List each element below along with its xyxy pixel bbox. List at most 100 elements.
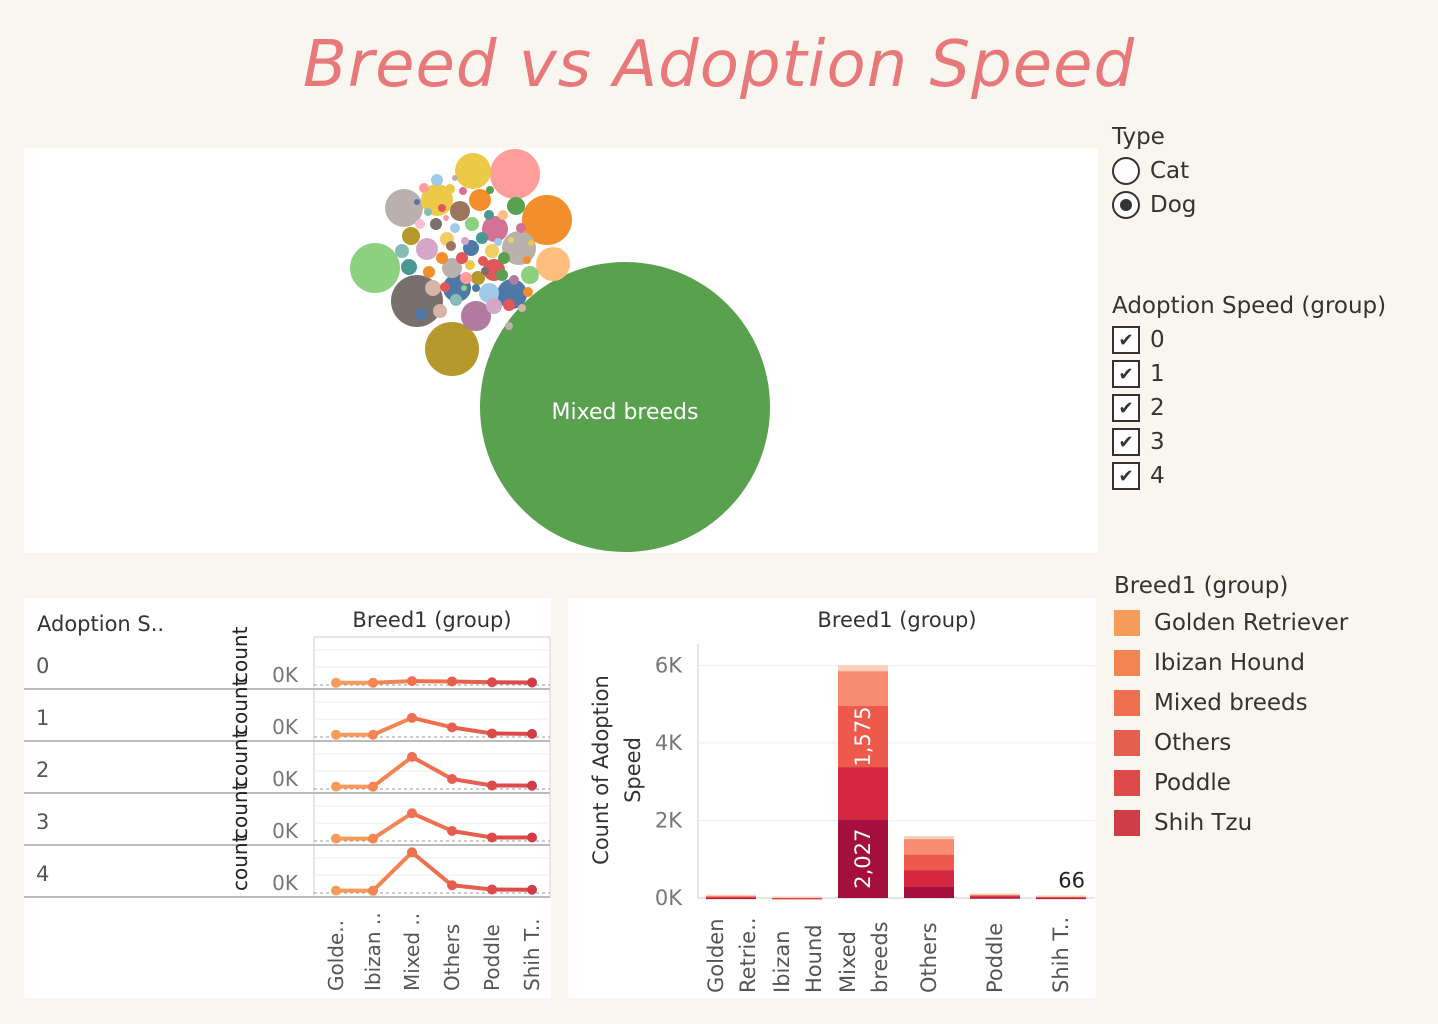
bubble[interactable]: [484, 210, 494, 220]
bubble[interactable]: [385, 189, 423, 227]
line-point: [447, 773, 457, 784]
bubble[interactable]: [436, 252, 448, 264]
speed-option-3[interactable]: ✔ 3: [1112, 425, 1386, 459]
bubble[interactable]: [496, 269, 508, 281]
bubble[interactable]: [471, 271, 485, 285]
bubble[interactable]: [350, 243, 400, 293]
bubble[interactable]: [469, 189, 491, 211]
bubble[interactable]: [507, 197, 525, 215]
bubble[interactable]: [425, 322, 479, 376]
bubble[interactable]: [523, 287, 533, 297]
x-tick-label: Poddle: [983, 923, 1007, 993]
bubble[interactable]: [450, 223, 460, 233]
bubble[interactable]: [402, 227, 420, 245]
bubble-mixed-breeds[interactable]: [480, 262, 770, 552]
bubble[interactable]: [465, 260, 475, 270]
y-tick-label: 0K: [272, 715, 299, 739]
bubble[interactable]: [485, 244, 499, 258]
checkbox-checked-icon[interactable]: ✔: [1112, 462, 1140, 490]
bubble[interactable]: [438, 204, 446, 212]
speed-option-1[interactable]: ✔ 1: [1112, 357, 1386, 391]
bubble[interactable]: [521, 266, 539, 284]
bubble[interactable]: [450, 294, 462, 306]
bubble[interactable]: [536, 247, 570, 281]
bubble[interactable]: [482, 216, 508, 242]
breed-legend-item[interactable]: Mixed breeds: [1114, 683, 1348, 723]
bubble[interactable]: [433, 304, 447, 318]
bubble[interactable]: [419, 183, 429, 193]
bubble[interactable]: [503, 299, 515, 311]
bubble[interactable]: [486, 186, 494, 194]
bubble[interactable]: [523, 256, 531, 264]
bubble[interactable]: [442, 258, 462, 278]
bubble[interactable]: [498, 210, 508, 220]
radio-cat[interactable]: [1112, 157, 1140, 185]
bubble[interactable]: [522, 195, 572, 245]
bubble[interactable]: [505, 322, 513, 330]
bubble[interactable]: [518, 304, 526, 312]
bubble[interactable]: [509, 275, 519, 285]
speed-option-4[interactable]: ✔ 4: [1112, 459, 1386, 493]
bubble[interactable]: [486, 298, 502, 314]
line-point: [487, 884, 497, 895]
bubble[interactable]: [414, 199, 420, 205]
bubble[interactable]: [452, 175, 458, 181]
bubble[interactable]: [440, 282, 450, 292]
bubble[interactable]: [415, 219, 425, 229]
type-option-cat[interactable]: Cat: [1112, 154, 1196, 188]
bubble[interactable]: [498, 252, 510, 264]
bubble[interactable]: [461, 301, 491, 331]
y-tick-label: 0K: [272, 663, 299, 687]
bubble[interactable]: [424, 208, 432, 216]
type-option-label: Cat: [1150, 158, 1190, 184]
speed-option-0[interactable]: ✔ 0: [1112, 323, 1386, 357]
checkbox-checked-icon[interactable]: ✔: [1112, 360, 1140, 388]
bubble[interactable]: [430, 218, 442, 230]
data-label: 66: [1058, 868, 1085, 892]
bubble[interactable]: [490, 149, 540, 199]
chart-title: Breed1 (group): [817, 608, 976, 632]
checkbox-checked-icon[interactable]: ✔: [1112, 326, 1140, 354]
bubble[interactable]: [516, 223, 526, 233]
bubble[interactable]: [465, 217, 479, 231]
bubble[interactable]: [416, 238, 438, 260]
speed-option-2[interactable]: ✔ 2: [1112, 391, 1386, 425]
radio-dog[interactable]: [1112, 191, 1140, 219]
bubble[interactable]: [461, 237, 469, 245]
checkbox-checked-icon[interactable]: ✔: [1112, 394, 1140, 422]
bubble[interactable]: [450, 201, 470, 221]
bubble[interactable]: [481, 267, 489, 275]
bubble[interactable]: [478, 256, 488, 266]
breed-legend-item[interactable]: Poddle: [1114, 763, 1348, 803]
bubble[interactable]: [445, 184, 455, 194]
line-point: [487, 677, 497, 688]
bubble[interactable]: [415, 308, 427, 320]
bubble[interactable]: [425, 280, 441, 296]
bubble[interactable]: [443, 215, 449, 221]
breed-legend-item[interactable]: Shih Tzu: [1114, 803, 1348, 843]
checkbox-checked-icon[interactable]: ✔: [1112, 428, 1140, 456]
bubble[interactable]: [456, 252, 468, 264]
bubble[interactable]: [431, 174, 443, 186]
breed-legend-item[interactable]: Ibizan Hound: [1114, 643, 1348, 683]
bubble[interactable]: [528, 240, 534, 246]
bubble[interactable]: [476, 190, 482, 196]
bubble[interactable]: [494, 238, 502, 246]
bubble[interactable]: [459, 187, 467, 195]
bubble[interactable]: [401, 259, 417, 275]
bubble[interactable]: [508, 237, 514, 243]
bubble[interactable]: [446, 241, 456, 251]
breed-legend-item[interactable]: Others: [1114, 723, 1348, 763]
bubble[interactable]: [395, 244, 409, 258]
line-segment: [451, 829, 493, 840]
bubble[interactable]: [476, 232, 488, 244]
type-option-dog[interactable]: Dog: [1112, 188, 1196, 222]
bubble[interactable]: [461, 285, 467, 291]
x-tick-label: Poddle: [480, 924, 504, 991]
line-point: [527, 884, 537, 895]
bubble[interactable]: [460, 272, 472, 284]
bubble[interactable]: [455, 153, 491, 189]
breed-legend-item[interactable]: Golden Retriever: [1114, 603, 1348, 643]
bubble[interactable]: [423, 266, 435, 278]
bubble[interactable]: [472, 284, 480, 292]
